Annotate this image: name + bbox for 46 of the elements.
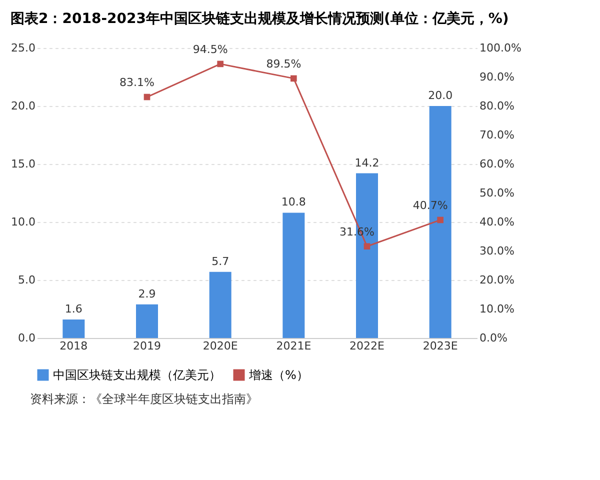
point	[364, 243, 370, 250]
point	[217, 60, 224, 68]
y-tick-label: 15.0	[11, 158, 36, 170]
y-tick-label: 5.0	[18, 274, 36, 286]
chart-title: 图表2：2018-2023年中国区块链支出规模及增长情况预测(单位：亿美元，%)	[10, 10, 509, 27]
data-label: 20.0	[428, 89, 453, 102]
y2-tick-label: 0.0%	[480, 332, 508, 344]
y2-tick-label: 50.0%	[480, 186, 514, 200]
bar	[136, 304, 158, 338]
x-tick-label: 2023E	[422, 340, 458, 352]
y2-tick-label: 90.0%	[480, 70, 514, 84]
y2-tick-label: 40.0%	[480, 216, 514, 228]
data-label: 94.5%	[192, 42, 228, 56]
y-tick-label: 10.0	[11, 216, 36, 228]
legend-label: 增速（%）	[248, 368, 308, 382]
x-tick-label: 2020E	[202, 340, 238, 352]
y2-tick-label: 70.0%	[480, 128, 514, 142]
data-label: 2.9	[138, 287, 156, 300]
point	[437, 216, 444, 224]
legend-label: 中国区块链支出规模（亿美元）	[53, 368, 221, 382]
y-tick-label: 25.0	[11, 42, 36, 54]
point	[144, 94, 150, 100]
bar	[209, 272, 232, 338]
y2-tick-label: 20.0%	[480, 274, 514, 286]
bar	[62, 319, 85, 338]
data-label: 31.6%	[340, 225, 374, 238]
y2-tick-label: 100.0%	[480, 42, 522, 54]
x-tick-label: 2021E	[276, 340, 312, 352]
y2-tick-label: 10.0%	[480, 302, 514, 316]
y-tick-label: 20.0	[11, 100, 36, 112]
y2-tick-label: 30.0%	[480, 244, 514, 258]
data-label: 5.7	[212, 254, 230, 268]
data-label: 89.5%	[266, 57, 302, 70]
data-label: 14.2	[354, 156, 380, 170]
y2-tick-label: 60.0%	[480, 158, 514, 170]
data-label: 83.1%	[120, 76, 154, 90]
y2-tick-label: 80.0%	[480, 100, 514, 112]
data-label: 1.6	[64, 302, 82, 316]
bar	[282, 212, 305, 338]
x-tick-label: 2018	[60, 340, 88, 352]
y-tick-label: 0.0	[18, 332, 36, 344]
data-label: 10.8	[281, 196, 306, 209]
text: 资料来源：《全球半年度区块链支出指南》	[30, 391, 259, 408]
x-tick-label: 2022E	[350, 340, 385, 352]
x-tick-label: 2019	[133, 340, 161, 352]
point	[290, 75, 297, 82]
